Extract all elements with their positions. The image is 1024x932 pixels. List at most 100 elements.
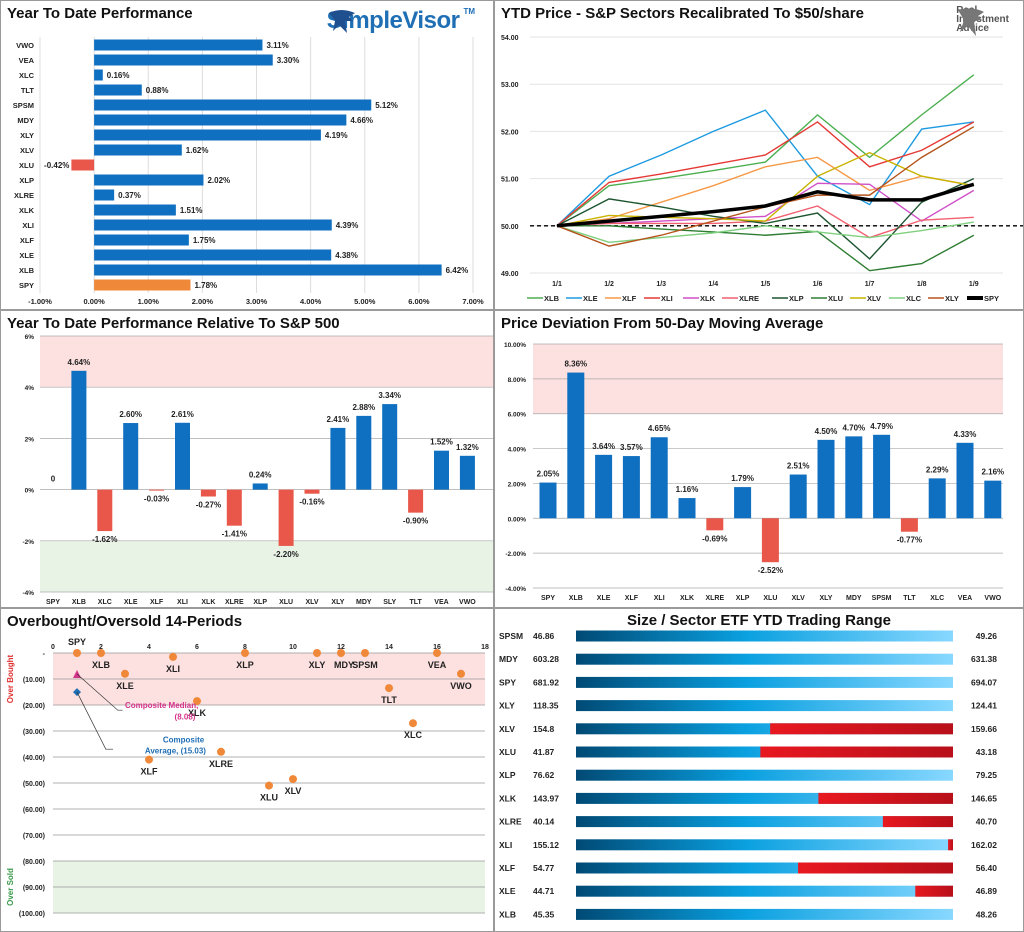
y-tick-label: (10.00) [23, 677, 45, 684]
bar [567, 372, 585, 519]
y-tick-label: 52.00 [501, 129, 519, 136]
bar [94, 189, 115, 201]
data-point [289, 775, 297, 784]
bar [304, 489, 320, 494]
point-label: XLP [236, 660, 254, 670]
bar [252, 483, 268, 490]
high-value: 631.38 [971, 654, 997, 664]
oversold-band [40, 540, 493, 592]
category-label: SLY [383, 599, 396, 606]
data-label: 4.19% [325, 131, 348, 140]
data-label: -0.69% [702, 534, 727, 543]
series-line-xlp [556, 177, 975, 260]
row-label: XLI [499, 840, 512, 850]
category-label: XLP [19, 176, 34, 185]
category-label: XLU [763, 595, 777, 602]
category-label: SPY [541, 595, 555, 602]
y-tick-label: (100.00) [19, 911, 45, 918]
relative-performance-panel: -4% -2% 0% 2% 4% 6% SPY 0 XLB 4.64% XLC -1.62% XLE 2.… [0, 310, 494, 608]
range-bar [576, 885, 953, 897]
x-tick-label: -1.00% [28, 297, 52, 306]
category-label: XLC [19, 71, 35, 80]
row-label: XLE [499, 886, 516, 896]
bar [94, 69, 103, 81]
data-point [385, 684, 393, 693]
y-tick-label: (40.00) [23, 755, 45, 762]
range-bar [576, 769, 953, 781]
category-label: XLI [177, 599, 188, 606]
category-label: XLRE [14, 191, 34, 200]
low-value: 681.92 [533, 677, 559, 687]
x-tick-label: 4 [147, 644, 151, 651]
bar [149, 489, 165, 491]
x-tick-label: 5.00% [354, 297, 376, 306]
bar [900, 518, 918, 532]
bar [94, 249, 332, 261]
eagle-icon [958, 8, 985, 36]
category-label: XLU [279, 599, 293, 606]
x-tick-label: 3.00% [246, 297, 268, 306]
category-label: XLU [19, 161, 34, 170]
overbought-oversold-chart: - (10.00) (20.00) (30.00) (40.00) (50.00) (60.… [6, 637, 489, 918]
row-label: XLK [499, 793, 517, 803]
x-tick-label: 10 [289, 644, 297, 651]
range-bar [576, 676, 953, 688]
bar [94, 279, 191, 291]
bar [330, 427, 346, 490]
data-label: 1.16% [676, 485, 699, 494]
ytd-price-chart: 49.00 50.00 51.00 52.00 53.00 54.00 1/1 1/2 1/3 1… [501, 35, 1023, 303]
low-value: 154.8 [533, 724, 555, 734]
y-tick-label: 51.00 [501, 177, 519, 184]
data-label: 3.57% [620, 443, 643, 452]
bar [434, 450, 449, 490]
bar [761, 518, 779, 563]
range-remaining [798, 862, 953, 874]
data-label: -0.03% [144, 494, 169, 503]
data-label: 2.88% [352, 403, 375, 412]
range-remaining [882, 816, 953, 828]
bar [94, 219, 332, 231]
category-label: XLY [820, 595, 833, 602]
chart-title: Year To Date Performance [7, 5, 193, 22]
ma-deviation-chart: -4.00% -2.00% 0.00% 2.00% 4.00% 6.00% 8.00% 10.… [504, 342, 1004, 602]
row-label: XLF [499, 863, 515, 873]
x-tick-label: 4.00% [300, 297, 322, 306]
ytd-performance-panel: -1.00% 0.00% 1.00% 2.00% 3.00% 4.00% 5.00% 6.00… [0, 0, 494, 310]
x-tick-label: 6.00% [408, 297, 430, 306]
data-label: 6.42% [446, 266, 469, 275]
bar [71, 370, 87, 490]
range-bar [576, 653, 953, 665]
legend-label: XLP [789, 294, 804, 303]
range-bar [576, 862, 953, 874]
legend-label: XLU [828, 294, 843, 303]
range-remaining [948, 839, 953, 851]
median-label: Composite Median, [125, 701, 198, 710]
category-label: XLV [792, 595, 805, 602]
ytd-performance-chart: -1.00% 0.00% 1.00% 2.00% 3.00% 4.00% 5.00% 6.00… [13, 37, 484, 306]
legend-label: XLI [661, 294, 673, 303]
x-tick-label: 6 [195, 644, 199, 651]
range-remaining [770, 723, 953, 735]
low-value: 118.35 [533, 701, 559, 711]
row-label: SPY [499, 677, 516, 687]
category-label: XLP [253, 599, 267, 606]
bar [706, 518, 724, 531]
data-label: 1.32% [456, 443, 479, 452]
high-value: 159.66 [971, 724, 997, 734]
data-point [193, 697, 201, 706]
row-label: XLP [499, 770, 516, 780]
bar [226, 489, 242, 526]
point-label: XLK [188, 708, 207, 718]
data-label: 0.37% [118, 191, 141, 200]
point-label: XLV [285, 786, 302, 796]
row-label: XLRE [499, 817, 522, 827]
point-label: XLC [404, 730, 423, 740]
range-remaining [760, 746, 953, 758]
bar [789, 474, 807, 519]
series-line-xlv [556, 151, 974, 227]
y-tick-label: 0.00% [508, 516, 527, 523]
y-tick-label: 50.00 [501, 224, 519, 231]
data-label: 4.66% [350, 116, 373, 125]
category-label: XLB [19, 266, 35, 275]
bar [200, 489, 216, 497]
